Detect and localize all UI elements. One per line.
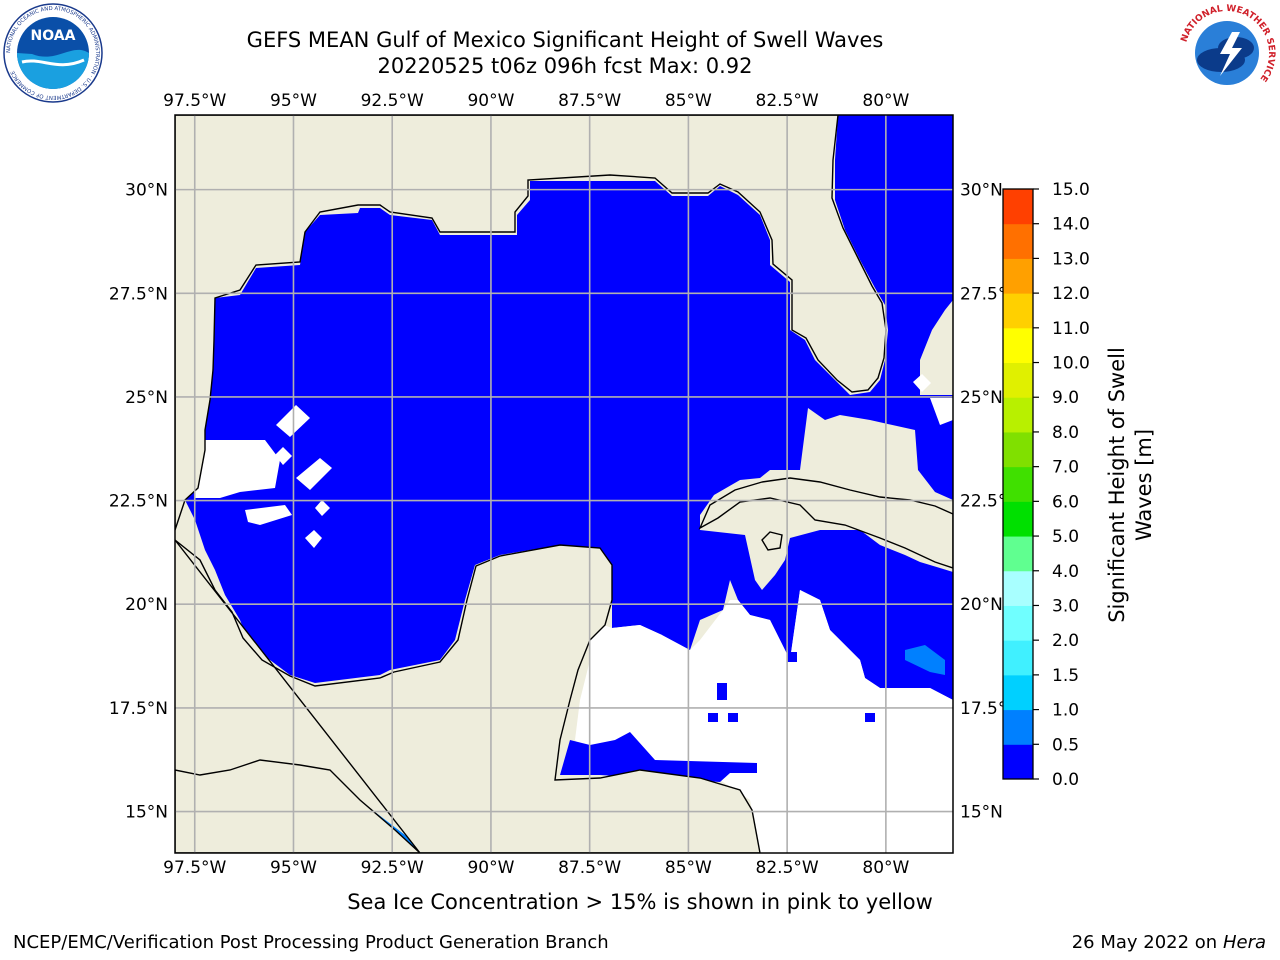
colorbar-tick-label: 12.0 (1052, 284, 1090, 304)
colorbar-swatch (1003, 570, 1033, 606)
colorbar-swatch (1003, 327, 1033, 364)
lat-label-right: 15°N (960, 803, 1003, 823)
lon-label-bottom: 85°W (665, 858, 712, 878)
lat-label-left: 25°N (125, 388, 168, 408)
swell-blob-3 (728, 713, 738, 722)
colorbar-swatch (1003, 674, 1033, 711)
colorbar-swatch (1003, 397, 1033, 433)
colorbar-swatch (1003, 431, 1033, 468)
map-subtitle: 20220525 t06z 096h fcst Max: 0.92 (377, 54, 753, 78)
colorbar-tick-label: 15.0 (1052, 180, 1090, 200)
nws-logo: NATIONAL WEATHER SERVICE (1178, 4, 1276, 102)
colorbar-tick-label: 10.0 (1052, 354, 1090, 374)
lon-label-bottom: 97.5°W (163, 858, 226, 878)
graticule (175, 115, 953, 853)
colorbar-tick-label: 7.0 (1052, 458, 1079, 478)
swell-blob-4 (865, 713, 875, 722)
gap-florida-shelf (930, 398, 953, 425)
gap-west-shelf (195, 440, 280, 498)
lon-label-bottom: 95°W (270, 858, 317, 878)
colorbar-swatch (1003, 744, 1033, 780)
colorbar-tick-label: 1.5 (1052, 666, 1079, 686)
lat-label-left: 27.5°N (109, 284, 168, 304)
lon-label-top: 92.5°W (361, 91, 424, 111)
lat-label-left: 17.5°N (109, 699, 168, 719)
lat-label-right: 25°N (960, 388, 1003, 408)
lat-label-right: 30°N (960, 181, 1003, 201)
swell-field-honduras (560, 732, 757, 782)
lat-label-left: 22.5°N (109, 492, 168, 512)
map-title: GEFS MEAN Gulf of Mexico Significant Hei… (246, 28, 884, 52)
colorbar-tick-label: 3.0 (1052, 596, 1079, 616)
lon-label-bottom: 80°W (862, 858, 909, 878)
map-frame (174, 114, 954, 854)
colorbar-tick-label: 4.0 (1052, 562, 1079, 582)
gap-shelf-sw (245, 505, 292, 525)
coast-mexico-south (175, 539, 761, 853)
swell-blob-5 (787, 652, 797, 662)
colorbar-swatch (1003, 293, 1033, 329)
colorbar-swatch (1003, 501, 1033, 537)
lat-label-left: 20°N (125, 595, 168, 615)
noaa-logo: NATIONAL OCEANIC AND ATMOSPHERIC ADMINIS… (3, 3, 103, 103)
lon-label-top: 80°W (862, 91, 909, 111)
colorbar-tick-label: 1.0 (1052, 701, 1079, 721)
sea-ice-note: Sea Ice Concentration > 15% is shown in … (347, 890, 933, 914)
colorbar-swatch (1003, 640, 1033, 676)
lon-label-top: 85°W (665, 91, 712, 111)
lon-label-bottom: 92.5°W (361, 858, 424, 878)
swell-field-gulf (185, 115, 953, 700)
swell-blob-2 (708, 713, 718, 722)
colorbar-swatch (1003, 189, 1033, 225)
lon-label-bottom: 87.5°W (558, 858, 621, 878)
lon-label-bottom: 90°W (467, 858, 514, 878)
colorbar-tick-label: 6.0 (1052, 492, 1079, 512)
colorbar-tick-label: 0.5 (1052, 735, 1079, 755)
lon-label-bottom: 82.5°W (756, 858, 819, 878)
coast-isle-of-youth (761, 531, 783, 551)
footer-branch: NCEP/EMC/Verification Post Processing Pr… (13, 932, 609, 953)
swell-patch-05m (905, 645, 945, 675)
lon-label-top: 90°W (467, 91, 514, 111)
footer-host: Hera (1222, 932, 1266, 953)
lat-label-left: 30°N (125, 181, 168, 201)
lat-label-right: 20°N (960, 595, 1003, 615)
colorbar-tick-label: 14.0 (1052, 215, 1090, 235)
gap-florida-keys (913, 374, 931, 392)
lon-label-top: 82.5°W (756, 91, 819, 111)
colorbar-tick-label: 9.0 (1052, 388, 1079, 408)
gap-small-4 (305, 530, 322, 548)
lon-label-top: 87.5°W (558, 91, 621, 111)
colorbar-swatch (1003, 223, 1033, 259)
colorbar-label-line2: Waves [m] (1132, 429, 1156, 541)
colorbar-swatch (1003, 258, 1033, 294)
lon-label-top: 97.5°W (163, 91, 226, 111)
colorbar: 0.0 0.5 1.0 1.5 2.0 3.0 4.0 5.0 6.0 7.0 8.0 9.0 10.0… (1002, 180, 1090, 790)
gap-small-3 (275, 447, 292, 465)
colorbar-swatch (1003, 709, 1033, 745)
colorbar-swatch (1003, 466, 1033, 502)
colorbar-tick-label: 13.0 (1052, 249, 1090, 269)
colorbar-label-line1: Significant Height of Swell (1105, 347, 1129, 623)
colorbar-tick-label: 0.0 (1052, 770, 1079, 790)
colorbar-tick-label: 2.0 (1052, 631, 1079, 651)
colorbar-tick-label: 5.0 (1052, 527, 1079, 547)
gap-small-2 (296, 458, 332, 490)
colorbar-frame (1002, 188, 1034, 780)
footer-date: 26 May 2022 on Hera (1072, 932, 1266, 953)
colorbar-tick-label: 8.0 (1052, 423, 1079, 443)
swell-blob-1 (717, 683, 727, 700)
lon-label-top: 95°W (270, 91, 317, 111)
gap-small-5 (315, 500, 330, 516)
footer-date-text: 26 May 2022 on (1071, 932, 1218, 953)
lat-label-left: 15°N (125, 803, 168, 823)
noaa-logo-name: NOAA (31, 28, 76, 44)
colorbar-swatch (1003, 536, 1033, 572)
colorbar-swatch (1003, 605, 1033, 641)
gap-caribbean (575, 590, 953, 853)
colorbar-swatch (1003, 362, 1033, 398)
colorbar-tick-label: 11.0 (1052, 319, 1090, 339)
